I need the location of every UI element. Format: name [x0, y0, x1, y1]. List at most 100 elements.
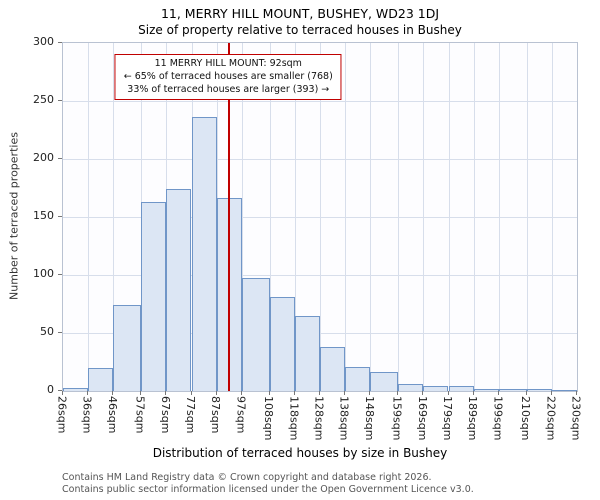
x-tick-label: 118sqm	[287, 396, 301, 441]
x-tick-mark	[87, 391, 89, 395]
x-tick-label: 220sqm	[544, 396, 558, 441]
y-tick-label: 50	[40, 325, 54, 338]
annotation-smaller-line: ← 65% of terraced houses are smaller (76…	[123, 70, 333, 82]
y-tick-mark	[58, 216, 62, 217]
x-tick-label: 77sqm	[184, 396, 197, 434]
x-tick-mark	[525, 391, 527, 395]
histogram-bar	[63, 387, 89, 391]
x-tick-mark	[240, 391, 242, 395]
gridline-vertical	[241, 43, 243, 391]
gridline-vertical	[113, 43, 115, 391]
x-tick-mark	[62, 391, 63, 395]
x-tick-label: 179sqm	[441, 396, 454, 441]
y-tick-label: 300	[33, 35, 54, 48]
x-tick-mark	[497, 391, 499, 395]
x-tick-mark	[215, 391, 217, 395]
chart-title: 11, MERRY HILL MOUNT, BUSHEY, WD23 1DJ	[160, 6, 440, 21]
x-tick-label: 108sqm	[262, 396, 276, 441]
x-tick-label: 26sqm	[55, 396, 69, 434]
histogram-bar	[498, 388, 527, 391]
x-tick-label: 138sqm	[337, 396, 351, 441]
x-tick-label: 169sqm	[415, 396, 429, 441]
gridline-vertical	[320, 43, 321, 391]
histogram-bar	[269, 297, 295, 391]
y-tick-label: 250	[33, 93, 54, 106]
x-axis-label: Distribution of terraced houses by size …	[152, 446, 448, 460]
attribution-footer: Contains HM Land Registry data © Crown c…	[62, 472, 474, 497]
gridline-vertical	[423, 43, 425, 391]
chart-subtitle: Size of property relative to terraced ho…	[138, 23, 462, 37]
x-tick-label: 210sqm	[519, 396, 533, 441]
x-tick-label: 46sqm	[105, 396, 119, 434]
y-tick-label: 200	[33, 151, 54, 164]
x-tick-mark	[165, 391, 167, 395]
x-tick-label: 128sqm	[312, 396, 326, 441]
x-tick-label: 57sqm	[133, 396, 147, 434]
x-tick-mark	[112, 391, 114, 395]
property-annotation-box: 11 MERRY HILL MOUNT: 92sqm ← 65% of terr…	[114, 54, 342, 101]
histogram-bar	[526, 388, 552, 391]
gridline-vertical	[370, 43, 372, 391]
x-tick-mark	[369, 391, 371, 395]
x-tick-label: 67sqm	[158, 396, 172, 434]
x-tick-mark	[550, 391, 552, 395]
y-tick-label: 0	[47, 383, 54, 396]
annotation-property-line: 11 MERRY HILL MOUNT: 92sqm	[154, 58, 302, 69]
gridline-vertical	[294, 43, 296, 391]
x-tick-label: 36sqm	[80, 396, 94, 434]
x-tick-label: 199sqm	[491, 396, 505, 441]
property-size-marker-line	[228, 43, 231, 391]
histogram-bar	[345, 366, 371, 391]
y-tick-mark	[58, 332, 62, 333]
x-tick-mark	[190, 391, 192, 395]
x-tick-mark	[344, 391, 346, 395]
y-tick-mark	[58, 158, 62, 159]
footer-line-2: Contains public sector information licen…	[62, 484, 474, 496]
footer-line-1: Contains HM Land Registry data © Crown c…	[62, 472, 432, 483]
histogram-bar	[141, 201, 167, 391]
histogram-bar	[320, 346, 346, 391]
y-tick-label: 150	[33, 209, 54, 222]
gridline-vertical	[398, 43, 400, 391]
x-tick-mark	[447, 391, 449, 395]
x-tick-label: 230sqm	[569, 396, 583, 441]
x-tick-mark	[293, 391, 295, 395]
histogram-bar	[166, 189, 192, 391]
x-tick-label: 87sqm	[209, 396, 223, 434]
histogram-bar	[448, 386, 474, 391]
x-tick-mark	[576, 391, 577, 395]
y-tick-mark	[58, 274, 62, 275]
x-tick-label: 97sqm	[234, 396, 248, 434]
gridline-vertical	[88, 43, 90, 391]
x-tick-mark	[422, 391, 424, 395]
gridline-vertical	[269, 43, 271, 391]
x-tick-mark	[140, 391, 142, 395]
gridline-vertical	[345, 43, 347, 391]
gridline-vertical	[448, 43, 450, 391]
histogram-bar	[113, 305, 142, 391]
histogram-bar	[191, 117, 217, 391]
histogram-bar	[423, 386, 449, 391]
x-tick-mark	[319, 391, 320, 395]
y-tick-mark	[58, 390, 62, 391]
x-tick-mark	[397, 391, 399, 395]
histogram-bar	[370, 372, 399, 391]
histogram-bar	[551, 389, 577, 391]
y-tick-label: 100	[33, 267, 54, 280]
annotation-larger-line: 33% of terraced houses are larger (393) …	[127, 83, 330, 95]
x-tick-mark	[472, 391, 474, 395]
x-tick-label: 189sqm	[466, 396, 480, 441]
y-tick-mark	[58, 42, 62, 43]
gridline-vertical	[551, 43, 553, 391]
histogram-bar	[241, 278, 270, 391]
gridline-vertical	[473, 43, 475, 391]
x-tick-label: 148sqm	[362, 396, 376, 441]
x-tick-mark	[268, 391, 270, 395]
gridline-vertical	[498, 43, 500, 391]
gridline-vertical	[526, 43, 528, 391]
x-tick-label: 159sqm	[390, 396, 404, 441]
histogram-bar	[473, 388, 499, 391]
histogram-bar	[294, 315, 320, 391]
histogram-bar	[398, 384, 424, 391]
